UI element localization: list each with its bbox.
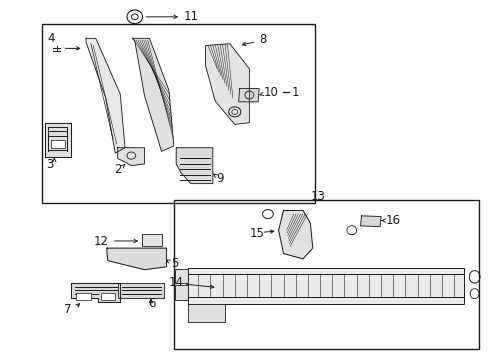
Text: 10: 10: [264, 86, 278, 99]
Text: 8: 8: [259, 33, 266, 46]
Bar: [188, 305, 224, 321]
Text: 14: 14: [168, 276, 183, 289]
Text: 1: 1: [291, 86, 299, 99]
Bar: [76, 293, 91, 301]
Polygon shape: [118, 148, 144, 166]
Text: 3: 3: [46, 158, 53, 171]
Bar: [42, 24, 315, 203]
Bar: [101, 293, 115, 301]
Text: 6: 6: [148, 297, 155, 310]
Bar: [188, 268, 463, 304]
Bar: [174, 285, 188, 300]
Polygon shape: [278, 211, 312, 259]
Text: 9: 9: [216, 172, 224, 185]
Bar: [51, 140, 65, 148]
Text: 11: 11: [183, 10, 198, 23]
Text: 16: 16: [385, 214, 400, 227]
Text: 4: 4: [47, 32, 54, 45]
Text: 5: 5: [171, 257, 179, 270]
Polygon shape: [360, 216, 380, 226]
Text: 13: 13: [310, 190, 325, 203]
Polygon shape: [238, 89, 259, 102]
Polygon shape: [44, 123, 71, 157]
Polygon shape: [132, 39, 173, 151]
Polygon shape: [71, 283, 120, 302]
Text: 12: 12: [93, 235, 108, 248]
Text: 15: 15: [249, 227, 264, 240]
Text: 2: 2: [114, 163, 121, 176]
Polygon shape: [86, 39, 125, 153]
Bar: [142, 234, 161, 246]
Polygon shape: [205, 44, 249, 125]
Polygon shape: [118, 283, 163, 298]
Bar: [173, 200, 478, 348]
Bar: [174, 269, 188, 283]
Text: 7: 7: [64, 303, 71, 316]
Polygon shape: [107, 248, 166, 270]
Polygon shape: [176, 148, 212, 184]
